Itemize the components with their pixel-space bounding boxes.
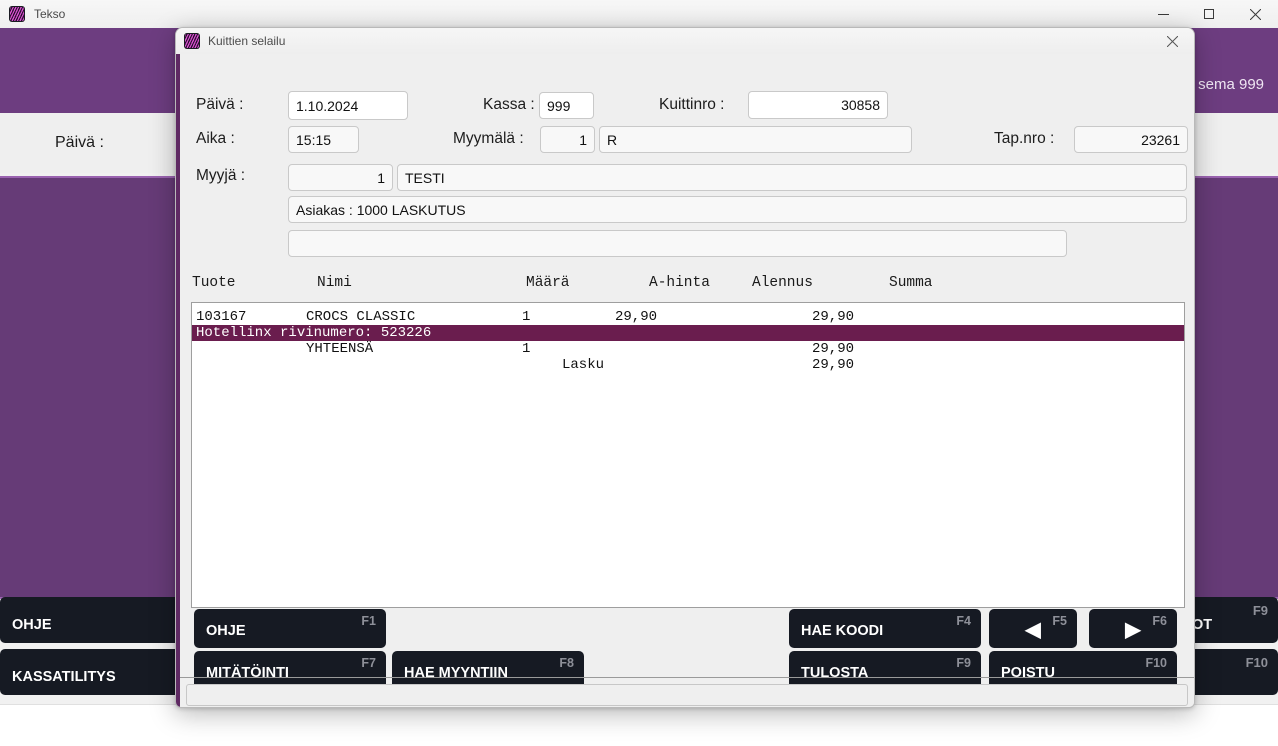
row-nimi: YHTEENSÄ — [306, 341, 374, 357]
grid-col-alennus: Alennus — [752, 275, 813, 291]
dialog-button-hae-myyntiin-fkey: F8 — [559, 656, 574, 670]
dialog-separator — [180, 677, 1194, 678]
asiakas-value: Asiakas : 1000 LASKUTUS — [296, 201, 466, 218]
dialog-button-ohje-label: OHJE — [206, 623, 246, 639]
grid-col-ahinta: A-hinta — [649, 275, 710, 291]
myymala-label: Myymälä : — [453, 130, 524, 147]
paiva-input[interactable]: 1.10.2024 — [288, 91, 408, 120]
paiva-label: Päivä : — [196, 96, 244, 113]
dialog-button-tulosta-fkey: F9 — [956, 656, 971, 670]
tekso-logo-icon — [184, 33, 200, 49]
tekso-logo-icon — [9, 6, 25, 22]
arrow-right-icon: ▶ — [1125, 618, 1141, 641]
background-status-bar — [0, 704, 1278, 746]
row-alennus: 29,90 — [812, 341, 855, 357]
background-titlebar: Tekso — [0, 0, 1278, 29]
row-alennus: 29,90 — [812, 309, 855, 325]
row-highlight-text: Hotellinx rivinumero: 523226 — [196, 325, 432, 341]
extra-input[interactable] — [288, 230, 1067, 257]
station-label: sema 999 — [1198, 76, 1264, 93]
row-nimi: CROCS CLASSIC — [306, 309, 416, 325]
grid-header: Tuote Nimi Määrä A-hinta Alennus Summa — [192, 275, 1182, 299]
aika-label: Aika : — [196, 130, 235, 147]
dialog-button-mitatointi-fkey: F7 — [361, 656, 376, 670]
dialog-button-hae-koodi-fkey: F4 — [956, 614, 971, 628]
arrow-left-icon: ◀ — [1025, 618, 1041, 641]
kuittinro-value: 30858 — [841, 97, 880, 113]
grid-col-nimi: Nimi — [317, 275, 352, 291]
dialog-title: Kuittien selailu — [208, 34, 286, 48]
grid-col-tuote: Tuote — [192, 275, 236, 291]
dialog-button-hae-myyntiin[interactable]: HAE MYYNTIIN F8 — [392, 651, 584, 690]
dialog-accent-stripe — [176, 54, 180, 707]
row-maara: 1 — [522, 309, 531, 325]
paiva-value: 1.10.2024 — [296, 97, 359, 114]
bg-button-f10-fkey: F10 — [1245, 655, 1268, 670]
table-row[interactable]: Hotellinx rivinumero: 523226 — [192, 325, 1184, 341]
row-tuote: 103167 — [196, 309, 247, 325]
dialog-button-next-fkey: F6 — [1152, 614, 1167, 628]
dialog-button-ohje[interactable]: OHJE F1 — [194, 609, 386, 648]
maximize-icon[interactable] — [1186, 0, 1232, 28]
background-paiva-label: Päivä : — [55, 134, 104, 151]
table-row[interactable]: 103167 CROCS CLASSIC 1 29,90 29,90 — [192, 309, 1184, 325]
background-window-title: Tekso — [34, 7, 66, 21]
dialog-button-prev-fkey: F5 — [1052, 614, 1067, 628]
bg-button-f10[interactable]: F10 — [1180, 649, 1278, 695]
table-row[interactable]: Lasku 29,90 — [192, 357, 1184, 373]
dialog-button-mitatointi-label: MITÄTÖINTI — [206, 665, 289, 681]
tapnro-input[interactable]: 23261 — [1074, 126, 1188, 153]
bg-button-f9-label: OT — [1192, 617, 1213, 633]
grid-col-maara: Määrä — [526, 275, 570, 291]
close-icon[interactable] — [1150, 28, 1194, 54]
minimize-icon[interactable] — [1140, 0, 1186, 28]
dialog-button-tulosta-label: TULOSTA — [801, 665, 869, 681]
dialog-button-next[interactable]: ▶ F6 — [1089, 609, 1177, 648]
dialog-button-poistu-label: POISTU — [1001, 665, 1055, 681]
aika-input[interactable]: 15:15 — [288, 126, 359, 153]
myyja-name-value: TESTI — [405, 169, 445, 186]
dialog-button-hae-myyntiin-label: HAE MYYNTIIN — [404, 665, 508, 681]
dialog-button-prev[interactable]: ◀ F5 — [989, 609, 1077, 648]
myymala-name-input[interactable]: R — [599, 126, 912, 153]
kuittinro-input[interactable]: 30858 — [748, 91, 888, 119]
dialog-titlebar[interactable]: Kuittien selailu — [176, 28, 1194, 55]
window-controls — [1140, 0, 1278, 28]
kuittinro-label: Kuittinro : — [659, 96, 725, 113]
table-row[interactable]: YHTEENSÄ 1 29,90 — [192, 341, 1184, 357]
receipt-lines-grid[interactable]: 103167 CROCS CLASSIC 1 29,90 29,90 Hotel… — [191, 302, 1185, 608]
row-alennus: 29,90 — [812, 357, 855, 373]
asiakas-input[interactable]: Asiakas : 1000 LASKUTUS — [288, 196, 1187, 223]
dialog-button-ohje-fkey: F1 — [361, 614, 376, 628]
bg-button-f9-fkey: F9 — [1252, 603, 1268, 618]
myyja-input[interactable]: 1 — [288, 164, 393, 191]
myyja-value: 1 — [377, 169, 385, 186]
tapnro-value: 23261 — [1141, 131, 1180, 148]
myymala-input[interactable]: 1 — [540, 126, 595, 153]
dialog-status-bar — [186, 684, 1188, 706]
tapnro-label: Tap.nro : — [994, 130, 1055, 147]
dialog-button-hae-koodi[interactable]: HAE KOODI F4 — [789, 609, 981, 648]
bg-button-kassatilitys-label: KASSATILITYS — [12, 669, 116, 685]
row-ahinta: Lasku — [562, 357, 605, 373]
dialog-button-hae-koodi-label: HAE KOODI — [801, 623, 884, 639]
kassa-value: 999 — [547, 97, 571, 114]
aika-value: 15:15 — [296, 131, 332, 148]
bg-button-f9[interactable]: OT F9 — [1180, 597, 1278, 643]
row-maara: 1 — [522, 341, 531, 357]
kassa-label: Kassa : — [483, 96, 535, 113]
close-icon[interactable] — [1232, 0, 1278, 28]
dialog-body: Päivä : 1.10.2024 Kassa : 999 Kuittinro … — [180, 54, 1194, 707]
dialog-button-poistu-fkey: F10 — [1145, 656, 1167, 670]
kuittien-selailu-dialog: Kuittien selailu Päivä : 1.10.2024 Kassa… — [175, 27, 1195, 708]
grid-col-summa: Summa — [889, 275, 933, 291]
myymala-name-value: R — [607, 131, 618, 148]
myyja-label: Myyjä : — [196, 167, 246, 184]
bg-button-ohje-label: OHJE — [12, 617, 52, 633]
myyja-name-input[interactable]: TESTI — [397, 164, 1187, 191]
kassa-input[interactable]: 999 — [539, 92, 594, 119]
row-ahinta: 29,90 — [615, 309, 658, 325]
myymala-value: 1 — [579, 131, 587, 148]
